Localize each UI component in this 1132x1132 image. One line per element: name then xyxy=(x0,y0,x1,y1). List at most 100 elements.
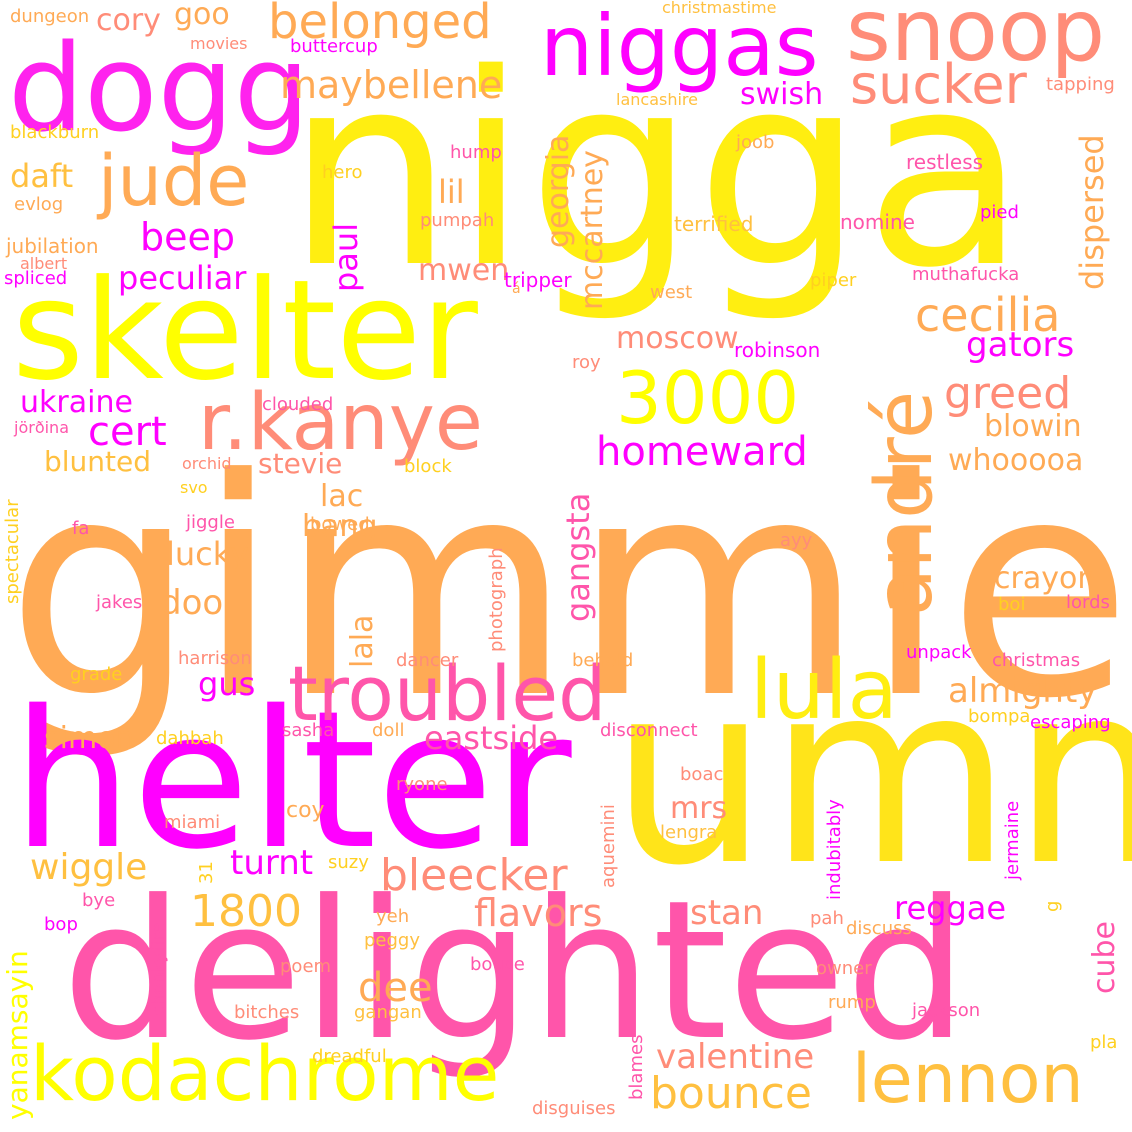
word-a-grave: á xyxy=(512,281,521,297)
word-jiggle: jiggle xyxy=(186,512,235,533)
word-tripper: tripper xyxy=(504,268,572,292)
word-jakes: jakes xyxy=(96,592,143,613)
word-georgia: georgia xyxy=(541,134,576,248)
word-cecilia: cecilia xyxy=(915,288,1061,342)
word-gus: gus xyxy=(198,665,256,703)
word-hump: hump xyxy=(450,142,502,163)
word-svo: svo xyxy=(180,478,208,497)
word-mwen: mwen xyxy=(418,253,510,288)
word-lengra: lengra xyxy=(660,822,718,843)
word-tapping: tapping xyxy=(1046,74,1115,95)
word-lords: lords xyxy=(1066,592,1110,613)
word-bompa: bompa xyxy=(968,706,1031,727)
word-robinson: robinson xyxy=(734,338,821,362)
word-helter: helter xyxy=(12,670,572,891)
word-bang: bang xyxy=(302,509,378,544)
word-valentine: valentine xyxy=(656,1037,815,1077)
word-lennon: lennon xyxy=(852,1040,1084,1119)
word-bop: bop xyxy=(44,914,78,935)
word-nomine: nomine xyxy=(840,210,915,234)
word-ukraine: ukraine xyxy=(20,385,133,420)
word-harrison: harrison xyxy=(178,648,252,669)
word-troubled: troubled xyxy=(288,649,607,738)
word-grade: grade xyxy=(70,664,123,685)
word-west: west xyxy=(650,282,693,303)
word-dee: dee xyxy=(358,965,433,1011)
word-lancashire: lancashire xyxy=(616,90,698,109)
word-block: block xyxy=(404,456,452,477)
word-lil: lil xyxy=(438,173,465,211)
word-peculiar: peculiar xyxy=(118,259,247,297)
word-jubilation: jubilation xyxy=(6,234,99,258)
word-chonkyfire: chonkyfire xyxy=(148,922,169,1016)
word-dogg: dogg xyxy=(8,20,310,159)
word-stevie: stevie xyxy=(258,447,343,480)
word-dahbah: dahbah xyxy=(156,728,224,749)
word-christmastime: christmastime xyxy=(662,0,777,17)
word-unpack: unpack xyxy=(906,642,972,663)
word-doll: doll xyxy=(372,720,405,741)
word-gators: gators xyxy=(966,325,1075,365)
word-nigga: nigga xyxy=(286,18,1027,326)
word-cube: cube xyxy=(1087,920,1122,994)
word-daft: daft xyxy=(10,157,74,195)
word-eastside: eastside xyxy=(424,719,559,757)
word-paul: paul xyxy=(327,222,365,292)
word-gangan: gangan xyxy=(354,1002,422,1023)
word-3000: 3000 xyxy=(616,356,800,440)
word-dungeon: dungeon xyxy=(10,6,90,27)
word-piper: piper xyxy=(810,270,857,291)
word-lac: lac xyxy=(320,479,364,514)
word-buttercup: buttercup xyxy=(290,36,378,57)
word-31: 31 xyxy=(196,861,217,884)
word-r-kanye: r.kanye xyxy=(198,378,483,468)
word-reggae: reggae xyxy=(894,889,1007,927)
word-evlog: evlog xyxy=(14,194,64,215)
word-almighty: almighty xyxy=(948,671,1098,711)
word-bounce: bounce xyxy=(650,1068,812,1119)
word-dreadful: dreadful xyxy=(312,1046,387,1067)
word-aquemini: aquemini xyxy=(598,804,619,888)
word-suzy: suzy xyxy=(328,852,369,873)
word-owner: owner xyxy=(816,958,872,979)
word-boac: boac xyxy=(680,764,724,785)
word-ayy: ayy xyxy=(780,530,813,551)
word-cory: cory xyxy=(96,3,161,38)
word-blackburn: blackburn xyxy=(10,122,100,143)
word-jordina: jörðina xyxy=(14,418,69,437)
word-lula: lula xyxy=(750,643,898,738)
word-snoop: snoop xyxy=(846,0,1106,81)
word-whooooa: whooooa xyxy=(948,443,1084,478)
word-sucker: sucker xyxy=(850,53,1027,116)
word-moscow: moscow xyxy=(616,321,739,356)
word-blames: blames xyxy=(626,1034,647,1100)
word-wiggle: wiggle xyxy=(30,847,148,888)
word-jermaine: jermaine xyxy=(1002,800,1023,880)
word-crayon: crayon xyxy=(994,561,1097,596)
word-lala: lala xyxy=(345,614,380,668)
word-yanamsayin: yanamsayin xyxy=(1,950,34,1120)
word-muthafucka: muthafucka xyxy=(912,264,1020,285)
word-albert: albert xyxy=(20,254,68,273)
word-greed: greed xyxy=(944,368,1072,419)
word-andre: andré xyxy=(860,390,950,616)
word-orchid: orchid xyxy=(182,454,232,473)
word-turnt: turnt xyxy=(230,843,314,883)
word-goo: goo xyxy=(174,0,230,32)
word-peggy: peggy xyxy=(364,930,421,951)
word-poem: poem xyxy=(280,956,332,977)
word-bleecker: bleecker xyxy=(380,850,568,901)
word-disguises: disguises xyxy=(532,1098,616,1119)
word-gimmie: gimmie xyxy=(6,415,1132,764)
word-kodachrome: kodachrome xyxy=(30,1029,500,1118)
word-pah: pah xyxy=(810,908,844,929)
word-ryone: ryone xyxy=(396,774,448,795)
word-clouded: clouded xyxy=(262,394,334,415)
word-pied: pied xyxy=(980,202,1019,223)
word-blowin: blowin xyxy=(984,409,1082,444)
word-cert: cert xyxy=(88,409,167,455)
word-umm: umm xyxy=(610,629,1132,920)
word-christmas: christmas xyxy=(992,650,1081,671)
word-pla: pla xyxy=(1090,1032,1118,1053)
word-discuss: discuss xyxy=(846,918,912,939)
